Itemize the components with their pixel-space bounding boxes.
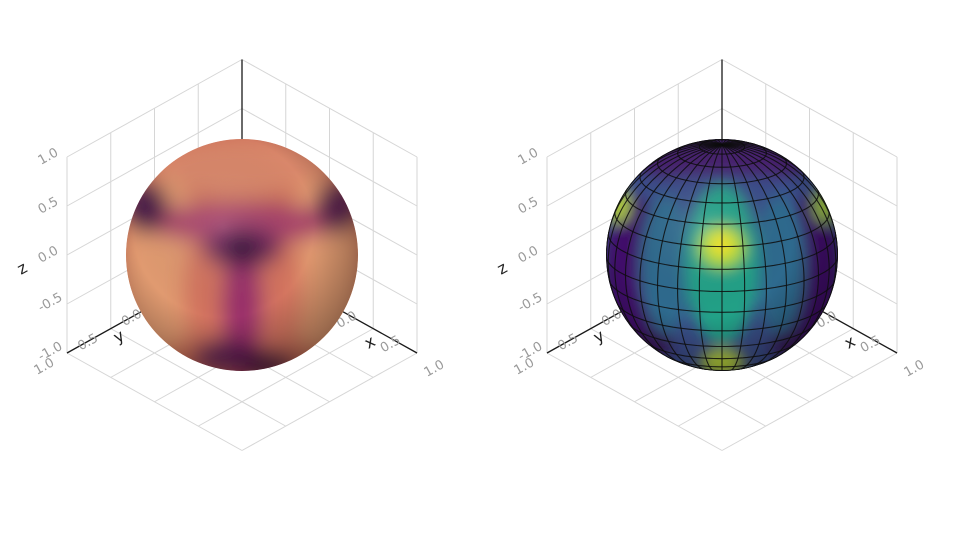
z-tick-label: -0.5 <box>36 290 65 315</box>
plot-right-viridis-sphere: -1.0-0.50.00.51.0-1.0-0.50.00.51.0-1.0-0… <box>494 59 927 451</box>
sphere-wireframe <box>606 139 838 371</box>
x-axis-label: x <box>841 331 858 352</box>
x-axis-label: x <box>361 331 378 352</box>
plot-left-inferno-sphere: -1.0-0.50.00.51.0-1.0-0.50.00.51.0-1.0-0… <box>14 59 447 451</box>
z-tick-label: 0.0 <box>36 243 61 266</box>
z-tick-label: 1.0 <box>516 145 541 168</box>
x-tick-label: 1.0 <box>422 357 447 380</box>
z-tick-label: 1.0 <box>36 145 61 168</box>
y-tick-label: 0.5 <box>75 331 100 354</box>
z-tick-label: 0.5 <box>36 194 61 217</box>
x-tick-label: 1.0 <box>902 357 927 380</box>
z-tick-label: 0.0 <box>516 243 541 266</box>
x-tick-label: 0.5 <box>378 333 403 356</box>
z-axis-label: z <box>494 258 511 279</box>
z-tick-label: -0.5 <box>516 290 545 315</box>
z-tick-label: 0.5 <box>516 194 541 217</box>
z-axis-label: z <box>14 258 31 279</box>
sphere-surface <box>126 139 358 371</box>
x-tick-label: 0.5 <box>858 333 883 356</box>
y-tick-label: 0.5 <box>555 331 580 354</box>
